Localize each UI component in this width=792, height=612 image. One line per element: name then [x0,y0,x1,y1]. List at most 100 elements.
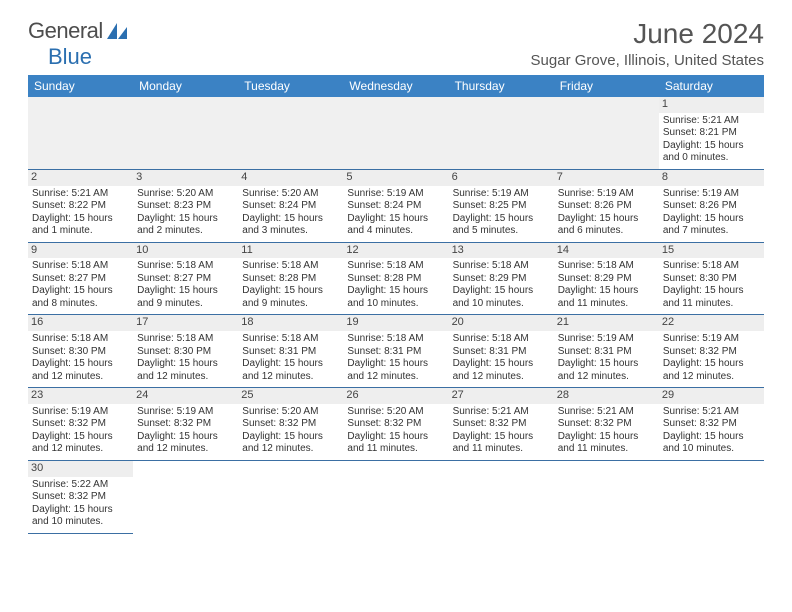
location: Sugar Grove, Illinois, United States [531,52,764,69]
day-cell: 29Sunrise: 5:21 AMSunset: 8:32 PMDayligh… [659,388,764,461]
day-d2: and 12 minutes. [453,371,550,384]
day-d1: Daylight: 15 hours [347,431,444,444]
day-ss: Sunset: 8:31 PM [558,346,655,359]
day-d2: and 10 minutes. [347,298,444,311]
day-cell: 18Sunrise: 5:18 AMSunset: 8:31 PMDayligh… [238,315,343,388]
day-ss: Sunset: 8:27 PM [137,273,234,286]
day-cell: 30Sunrise: 5:22 AMSunset: 8:32 PMDayligh… [28,460,133,533]
dayname: Tuesday [238,75,343,97]
day-number: 18 [238,315,343,331]
day-d1: Daylight: 15 hours [453,358,550,371]
week-row: 23Sunrise: 5:19 AMSunset: 8:32 PMDayligh… [28,388,764,461]
day-cell: 8Sunrise: 5:19 AMSunset: 8:26 PMDaylight… [659,169,764,242]
day-d1: Daylight: 15 hours [347,213,444,226]
day-number: 4 [238,170,343,186]
day-number: 22 [659,315,764,331]
day-ss: Sunset: 8:30 PM [663,273,760,286]
day-d2: and 9 minutes. [242,298,339,311]
week-row: 16Sunrise: 5:18 AMSunset: 8:30 PMDayligh… [28,315,764,388]
day-sr: Sunrise: 5:18 AM [32,333,129,346]
day-d1: Daylight: 15 hours [137,358,234,371]
day-d1: Daylight: 15 hours [242,358,339,371]
day-sr: Sunrise: 5:19 AM [558,333,655,346]
day-sr: Sunrise: 5:18 AM [558,260,655,273]
week-row: 9Sunrise: 5:18 AMSunset: 8:27 PMDaylight… [28,242,764,315]
day-sr: Sunrise: 5:18 AM [137,260,234,273]
day-sr: Sunrise: 5:18 AM [242,260,339,273]
day-ss: Sunset: 8:29 PM [453,273,550,286]
dayname: Saturday [659,75,764,97]
day-d1: Daylight: 15 hours [32,504,129,517]
day-cell: 14Sunrise: 5:18 AMSunset: 8:29 PMDayligh… [554,242,659,315]
day-d1: Daylight: 15 hours [453,285,550,298]
day-sr: Sunrise: 5:19 AM [663,333,760,346]
day-number: 20 [449,315,554,331]
day-d2: and 10 minutes. [453,298,550,311]
day-cell [449,460,554,533]
day-ss: Sunset: 8:32 PM [558,418,655,431]
logo-text-1: General [28,18,103,44]
day-sr: Sunrise: 5:21 AM [32,188,129,201]
day-number: 3 [133,170,238,186]
day-d1: Daylight: 15 hours [242,431,339,444]
day-ss: Sunset: 8:32 PM [32,491,129,504]
day-d1: Daylight: 15 hours [558,358,655,371]
day-d2: and 8 minutes. [32,298,129,311]
day-cell: 27Sunrise: 5:21 AMSunset: 8:32 PMDayligh… [449,388,554,461]
day-d2: and 12 minutes. [32,371,129,384]
day-number: 10 [133,243,238,259]
day-cell: 15Sunrise: 5:18 AMSunset: 8:30 PMDayligh… [659,242,764,315]
day-number: 26 [343,388,448,404]
logo-text-2: Blue [48,44,92,70]
day-d1: Daylight: 15 hours [137,285,234,298]
day-number: 17 [133,315,238,331]
day-d1: Daylight: 15 hours [558,431,655,444]
day-d1: Daylight: 15 hours [242,285,339,298]
day-d2: and 3 minutes. [242,225,339,238]
day-d2: and 11 minutes. [453,443,550,456]
day-cell: 28Sunrise: 5:21 AMSunset: 8:32 PMDayligh… [554,388,659,461]
day-d2: and 6 minutes. [558,225,655,238]
day-d2: and 10 minutes. [32,516,129,529]
day-number: 9 [28,243,133,259]
day-d2: and 5 minutes. [453,225,550,238]
day-d2: and 1 minute. [32,225,129,238]
day-number: 25 [238,388,343,404]
day-cell: 17Sunrise: 5:18 AMSunset: 8:30 PMDayligh… [133,315,238,388]
day-cell: 2Sunrise: 5:21 AMSunset: 8:22 PMDaylight… [28,169,133,242]
day-d1: Daylight: 15 hours [32,358,129,371]
day-number: 15 [659,243,764,259]
day-ss: Sunset: 8:21 PM [663,127,760,140]
day-number: 8 [659,170,764,186]
day-d2: and 11 minutes. [663,298,760,311]
day-d1: Daylight: 15 hours [453,431,550,444]
day-ss: Sunset: 8:27 PM [32,273,129,286]
day-sr: Sunrise: 5:22 AM [32,479,129,492]
week-row: 1Sunrise: 5:21 AMSunset: 8:21 PMDaylight… [28,97,764,169]
day-d1: Daylight: 15 hours [32,213,129,226]
day-sr: Sunrise: 5:20 AM [137,188,234,201]
week-row: 30Sunrise: 5:22 AMSunset: 8:32 PMDayligh… [28,460,764,533]
day-cell: 7Sunrise: 5:19 AMSunset: 8:26 PMDaylight… [554,169,659,242]
day-d1: Daylight: 15 hours [663,213,760,226]
day-ss: Sunset: 8:25 PM [453,200,550,213]
day-number: 7 [554,170,659,186]
day-sr: Sunrise: 5:19 AM [137,406,234,419]
day-sr: Sunrise: 5:18 AM [663,260,760,273]
day-number: 11 [238,243,343,259]
day-ss: Sunset: 8:29 PM [558,273,655,286]
day-ss: Sunset: 8:32 PM [32,418,129,431]
day-cell: 25Sunrise: 5:20 AMSunset: 8:32 PMDayligh… [238,388,343,461]
day-ss: Sunset: 8:24 PM [347,200,444,213]
day-d1: Daylight: 15 hours [663,140,760,153]
week-row: 2Sunrise: 5:21 AMSunset: 8:22 PMDaylight… [28,169,764,242]
day-d1: Daylight: 15 hours [242,213,339,226]
day-sr: Sunrise: 5:18 AM [32,260,129,273]
day-cell [28,97,133,169]
day-ss: Sunset: 8:32 PM [663,418,760,431]
day-d2: and 12 minutes. [558,371,655,384]
day-sr: Sunrise: 5:19 AM [453,188,550,201]
day-d2: and 12 minutes. [32,443,129,456]
day-cell: 16Sunrise: 5:18 AMSunset: 8:30 PMDayligh… [28,315,133,388]
day-sr: Sunrise: 5:19 AM [558,188,655,201]
